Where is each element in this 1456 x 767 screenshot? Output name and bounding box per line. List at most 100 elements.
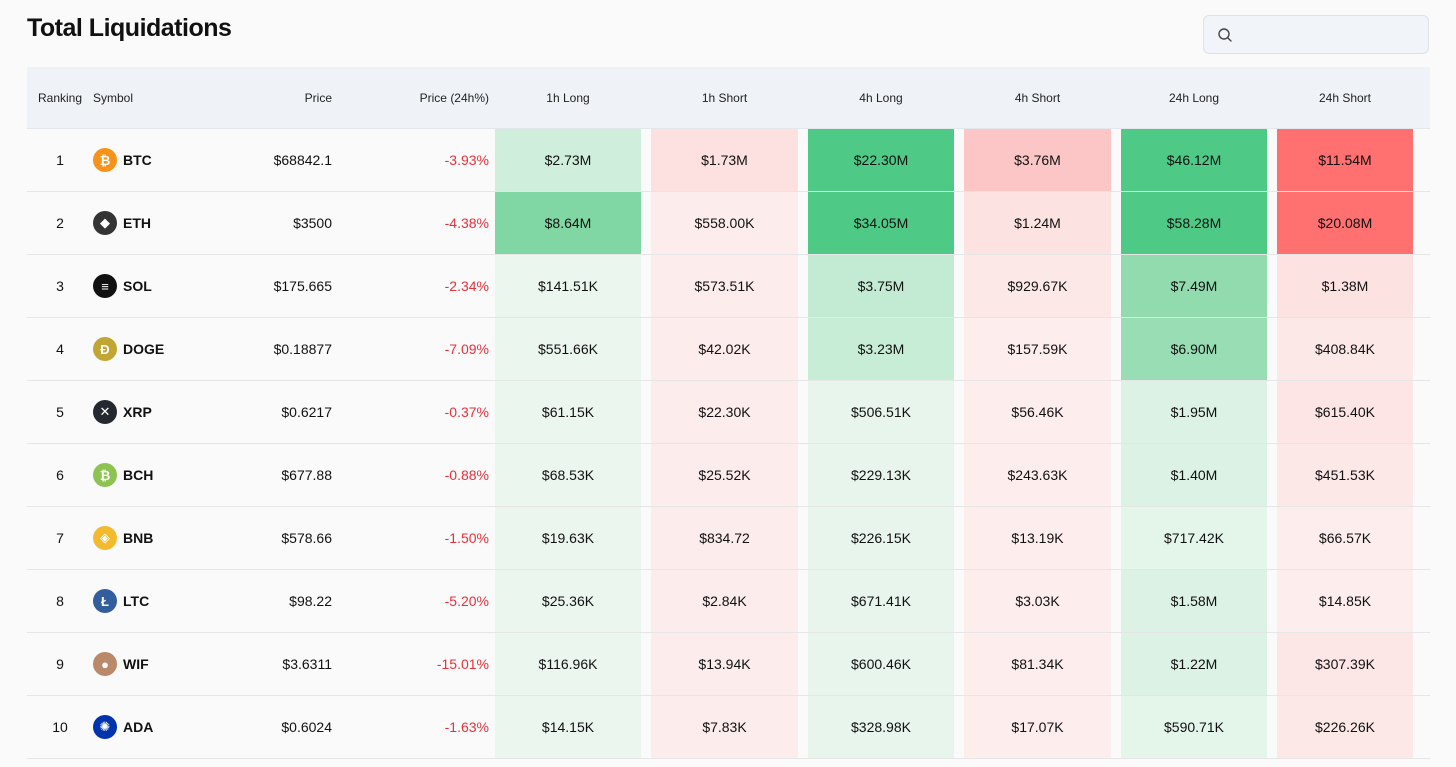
col-header-1h-long[interactable]: 1h Long	[495, 67, 641, 129]
rank-cell: 1	[27, 128, 93, 192]
col-gap	[641, 632, 651, 696]
symbol-cell[interactable]: ◆ ETH	[93, 191, 193, 255]
table-row[interactable]: 4 Ð DOGE $0.18877 -7.09% $551.66K $42.02K $3.23…	[27, 317, 1430, 381]
col-header-24h-long[interactable]: 24h Long	[1121, 67, 1267, 129]
col-gap	[1413, 317, 1430, 381]
h1-short-cell: $13.94K	[651, 632, 798, 696]
symbol-cell[interactable]: ✕ XRP	[93, 380, 193, 444]
h4-long-cell: $3.75M	[808, 254, 954, 318]
h1-long-cell: $68.53K	[495, 443, 641, 507]
h1-short-cell: $558.00K	[651, 191, 798, 255]
col-gap	[1267, 67, 1277, 129]
change-cell: -0.88%	[338, 443, 495, 507]
col-header-4h-short[interactable]: 4h Short	[964, 67, 1111, 129]
col-gap	[954, 569, 964, 633]
h24-short-cell: $14.85K	[1277, 569, 1413, 633]
col-gap	[641, 254, 651, 318]
search-box[interactable]	[1203, 15, 1429, 54]
table-row[interactable]: 9 ● WIF $3.6311 -15.01% $116.96K $13.94K $600.4…	[27, 632, 1430, 696]
price-cell: $98.22	[193, 569, 338, 633]
col-gap	[1111, 695, 1121, 759]
table-row[interactable]: 7 ◈ BNB $578.66 -1.50% $19.63K $834.72 $226.15K…	[27, 506, 1430, 570]
symbol-label: WIF	[123, 656, 149, 672]
h1-short-cell: $834.72	[651, 506, 798, 570]
col-gap	[641, 443, 651, 507]
col-gap	[798, 695, 808, 759]
table-row[interactable]: 10 ✺ ADA $0.6024 -1.63% $14.15K $7.83K $328.98K…	[27, 695, 1430, 759]
h4-short-cell: $157.59K	[964, 317, 1111, 381]
symbol-cell[interactable]: Ð DOGE	[93, 317, 193, 381]
h4-long-cell: $229.13K	[808, 443, 954, 507]
col-gap	[798, 380, 808, 444]
h24-short-cell: $1.38M	[1277, 254, 1413, 318]
table-row[interactable]: 6 ₿ BCH $677.88 -0.88% $68.53K $25.52K $229.13K…	[27, 443, 1430, 507]
h4-long-cell: $226.15K	[808, 506, 954, 570]
h24-short-cell: $408.84K	[1277, 317, 1413, 381]
price-cell: $3500	[193, 191, 338, 255]
change-cell: -1.50%	[338, 506, 495, 570]
col-gap	[1111, 128, 1121, 192]
search-input[interactable]	[1242, 22, 1426, 50]
col-header-symbol[interactable]: Symbol	[93, 67, 193, 129]
xrp-icon: ✕	[93, 400, 117, 424]
symbol-cell[interactable]: ◈ BNB	[93, 506, 193, 570]
symbol-cell[interactable]: ● WIF	[93, 632, 193, 696]
table-row[interactable]: 8 Ł LTC $98.22 -5.20% $25.36K $2.84K $671.41K $3…	[27, 569, 1430, 633]
col-header-ranking[interactable]: Ranking	[27, 67, 93, 129]
h1-long-cell: $551.66K	[495, 317, 641, 381]
col-gap	[641, 380, 651, 444]
change-cell: -1.63%	[338, 695, 495, 759]
symbol-label: BTC	[123, 152, 152, 168]
symbol-cell[interactable]: Ł LTC	[93, 569, 193, 633]
h1-long-cell: $2.73M	[495, 128, 641, 192]
h24-long-cell: $1.40M	[1121, 443, 1267, 507]
h1-short-cell: $7.83K	[651, 695, 798, 759]
col-header-4h-long[interactable]: 4h Long	[808, 67, 954, 129]
col-gap	[1267, 695, 1277, 759]
price-cell: $0.6024	[193, 695, 338, 759]
cardano-icon: ✺	[93, 715, 117, 739]
table-row[interactable]: 2 ◆ ETH $3500 -4.38% $8.64M $558.00K $34.05M $1.…	[27, 191, 1430, 255]
change-cell: -15.01%	[338, 632, 495, 696]
change-cell: -3.93%	[338, 128, 495, 192]
col-gap	[954, 254, 964, 318]
symbol-cell[interactable]: ₿ BCH	[93, 443, 193, 507]
symbol-cell[interactable]: ✺ ADA	[93, 695, 193, 759]
symbol-label: XRP	[123, 404, 152, 420]
col-header-1h-short[interactable]: 1h Short	[651, 67, 798, 129]
symbol-label: SOL	[123, 278, 152, 294]
h24-short-cell: $226.26K	[1277, 695, 1413, 759]
h1-short-cell: $2.84K	[651, 569, 798, 633]
rank-cell: 6	[27, 443, 93, 507]
litecoin-icon: Ł	[93, 589, 117, 613]
h24-short-cell: $615.40K	[1277, 380, 1413, 444]
h4-long-cell: $671.41K	[808, 569, 954, 633]
table-row[interactable]: 3 ≡ SOL $175.665 -2.34% $141.51K $573.51K $3.75…	[27, 254, 1430, 318]
change-cell: -4.38%	[338, 191, 495, 255]
h4-long-cell: $3.23M	[808, 317, 954, 381]
change-cell: -0.37%	[338, 380, 495, 444]
symbol-cell[interactable]: ≡ SOL	[93, 254, 193, 318]
price-cell: $0.18877	[193, 317, 338, 381]
table-row[interactable]: 1 ₿ BTC $68842.1 -3.93% $2.73M $1.73M $22.30M $3…	[27, 128, 1430, 192]
page-title: Total Liquidations	[27, 14, 232, 42]
col-header-change[interactable]: Price (24h%)	[338, 67, 495, 129]
col-gap	[641, 191, 651, 255]
col-gap	[1111, 317, 1121, 381]
h1-short-cell: $42.02K	[651, 317, 798, 381]
col-gap	[1111, 569, 1121, 633]
col-header-price[interactable]: Price	[193, 67, 338, 129]
price-cell: $578.66	[193, 506, 338, 570]
h4-short-cell: $56.46K	[964, 380, 1111, 444]
symbol-cell[interactable]: ₿ BTC	[93, 128, 193, 192]
col-gap	[1267, 632, 1277, 696]
h1-long-cell: $61.15K	[495, 380, 641, 444]
col-gap	[1413, 695, 1430, 759]
symbol-label: DOGE	[123, 341, 165, 357]
table-row[interactable]: 5 ✕ XRP $0.6217 -0.37% $61.15K $22.30K $506.51K…	[27, 380, 1430, 444]
col-header-24h-short[interactable]: 24h Short	[1277, 67, 1413, 129]
col-gap	[954, 632, 964, 696]
h1-long-cell: $141.51K	[495, 254, 641, 318]
h1-long-cell: $8.64M	[495, 191, 641, 255]
h4-long-cell: $22.30M	[808, 128, 954, 192]
